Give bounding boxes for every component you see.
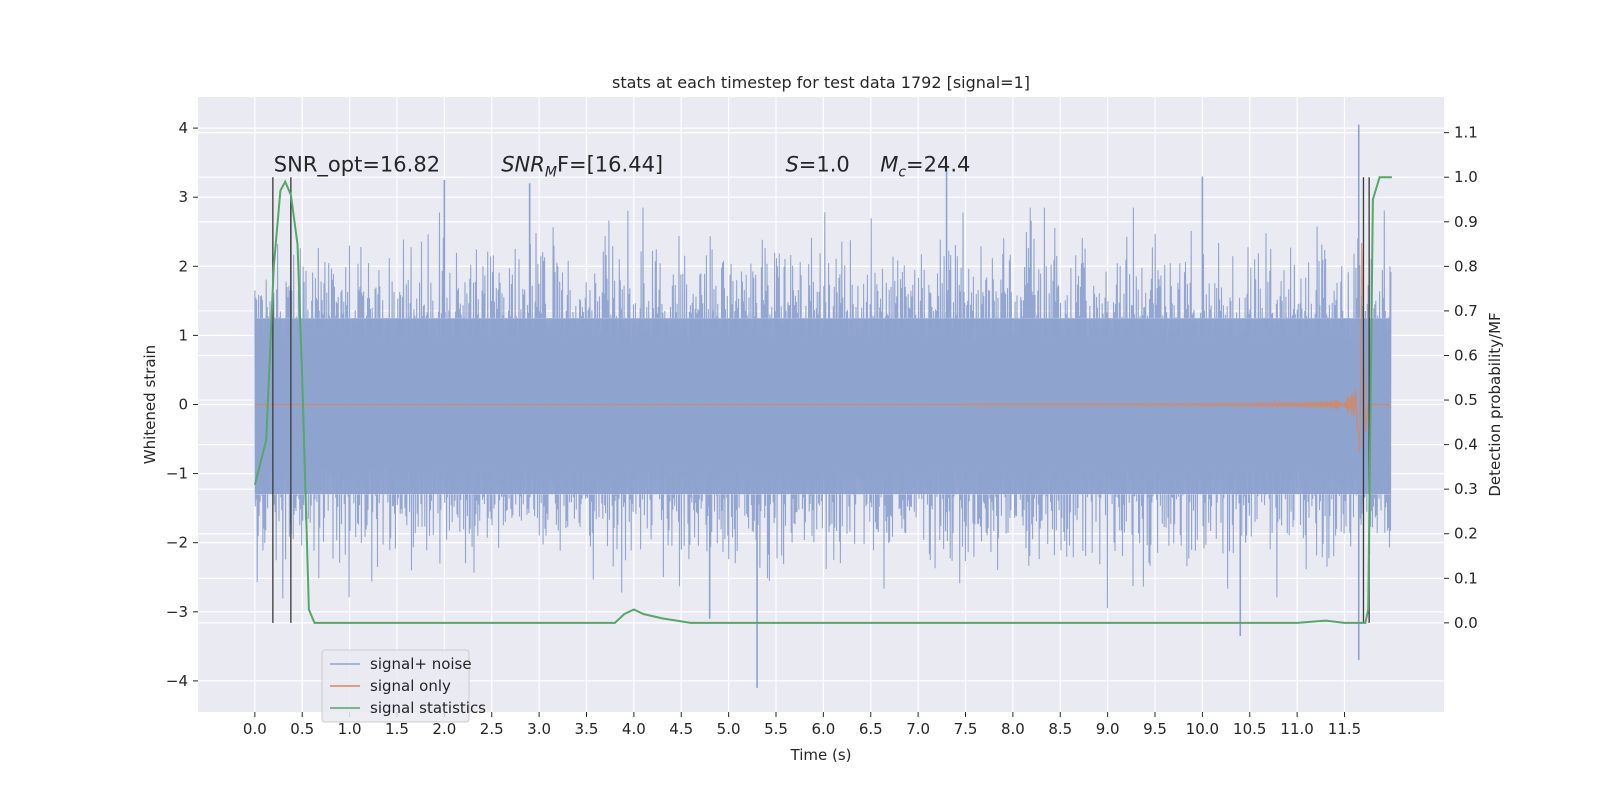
annotation: S=1.0 <box>785 152 849 176</box>
annotation-value: =24.4 <box>906 152 970 176</box>
y-tick-label: 1 <box>178 326 188 344</box>
x-tick-label: 8.0 <box>1001 720 1025 738</box>
x-tick-label: 0.0 <box>243 720 267 738</box>
y2-tick-label: 1.1 <box>1454 124 1478 142</box>
signal-trace <box>254 242 1391 453</box>
x-tick-label: 1.0 <box>338 720 362 738</box>
y-tick-label: −1 <box>166 465 188 483</box>
x-tick-label: 6.0 <box>811 720 835 738</box>
x-axis-ticks: 0.0 0.5 1.0 1.5 2.0 2.5 3.0 3.5 4.0 4.5 5.0 5.5 6.0 6… <box>243 712 1361 738</box>
annotation-value: =1.0 <box>799 152 850 176</box>
y2-tick-label: 0.6 <box>1454 346 1478 364</box>
legend-entry-signal-statistics: signal statistics <box>370 699 486 717</box>
annotation: SNRMF=[16.44] <box>501 152 663 180</box>
y2-tick-label: 0.9 <box>1454 213 1478 231</box>
x-tick-label: 11.5 <box>1328 720 1361 738</box>
x-tick-label: 4.0 <box>622 720 646 738</box>
y-tick-label: 0 <box>178 396 188 414</box>
y2-tick-label: 0.1 <box>1454 569 1478 587</box>
y-axis-label: Whitened strain <box>141 345 159 464</box>
y2-tick-label: 1.0 <box>1454 168 1478 186</box>
annotation-symbol: M <box>880 152 898 176</box>
y2-axis-label: Detection probability/MF <box>1486 312 1504 496</box>
y-tick-label: 2 <box>178 257 188 275</box>
signal-statistics-series <box>253 176 1392 624</box>
y-tick-label: −3 <box>166 603 188 621</box>
statistics-trace <box>253 176 1392 624</box>
signal-noise-series <box>254 124 1392 688</box>
annotation-symbol: S <box>785 152 798 176</box>
x-tick-label: 5.0 <box>717 720 741 738</box>
x-tick-label: 2.0 <box>432 720 456 738</box>
y2-tick-label: 0.0 <box>1454 614 1478 632</box>
x-tick-label: 6.5 <box>859 720 883 738</box>
y2-tick-label: 0.8 <box>1454 257 1478 275</box>
x-tick-label: 8.5 <box>1048 720 1072 738</box>
legend-entry-signal-noise: signal+ noise <box>370 655 472 673</box>
y-axis-ticks: −4 −3 −2 −1 0 1 2 3 4 <box>166 119 198 690</box>
annotation-subscript: c <box>898 164 906 180</box>
x-tick-label: 2.5 <box>480 720 504 738</box>
x-tick-label: 7.5 <box>954 720 978 738</box>
noise-band <box>254 318 1391 495</box>
x-tick-label: 11.0 <box>1280 720 1313 738</box>
x-tick-label: 1.5 <box>385 720 409 738</box>
annotation: SNR_opt=16.82 <box>274 152 440 177</box>
y-tick-label: −2 <box>166 534 188 552</box>
annotation-value: F=[16.44] <box>557 152 663 176</box>
y-tick-label: −4 <box>166 672 188 690</box>
y2-tick-label: 0.3 <box>1454 480 1478 498</box>
x-tick-label: 9.0 <box>1096 720 1120 738</box>
x-tick-label: 10.0 <box>1186 720 1219 738</box>
chart-title: stats at each timestep for test data 179… <box>612 73 1030 92</box>
annotation-subscript: M <box>545 164 557 180</box>
signal-only-series <box>254 242 1391 453</box>
legend-entry-signal-only: signal only <box>370 677 451 695</box>
x-tick-label: 3.5 <box>575 720 599 738</box>
y2-tick-label: 0.2 <box>1454 525 1478 543</box>
annotation-symbol: SNR <box>501 152 545 176</box>
x-tick-label: 7.0 <box>906 720 930 738</box>
y-tick-label: 4 <box>178 119 188 137</box>
y2-tick-label: 0.7 <box>1454 302 1478 320</box>
x-axis-label: Time (s) <box>790 746 852 764</box>
x-tick-label: 4.5 <box>669 720 693 738</box>
annotation: Mc=24.4 <box>880 152 970 180</box>
y2-axis-ticks: 0.0 0.1 0.2 0.3 0.4 0.5 0.6 0.7 0.8 0.9 1.0 1.1 <box>1444 124 1478 632</box>
annotations: SNR_opt=16.82 SNRMF=[16.44] S=1.0 Mc=24.4 <box>274 152 971 180</box>
y2-tick-label: 0.5 <box>1454 391 1478 409</box>
y2-tick-label: 0.4 <box>1454 436 1478 454</box>
y-tick-label: 3 <box>178 188 188 206</box>
x-tick-label: 9.5 <box>1143 720 1167 738</box>
legend: signal+ noise signal only signal statist… <box>321 649 486 723</box>
x-tick-label: 5.5 <box>764 720 788 738</box>
x-tick-label: 10.5 <box>1233 720 1266 738</box>
legend-box <box>321 649 470 723</box>
x-tick-label: 0.5 <box>290 720 314 738</box>
x-tick-label: 3.0 <box>527 720 551 738</box>
